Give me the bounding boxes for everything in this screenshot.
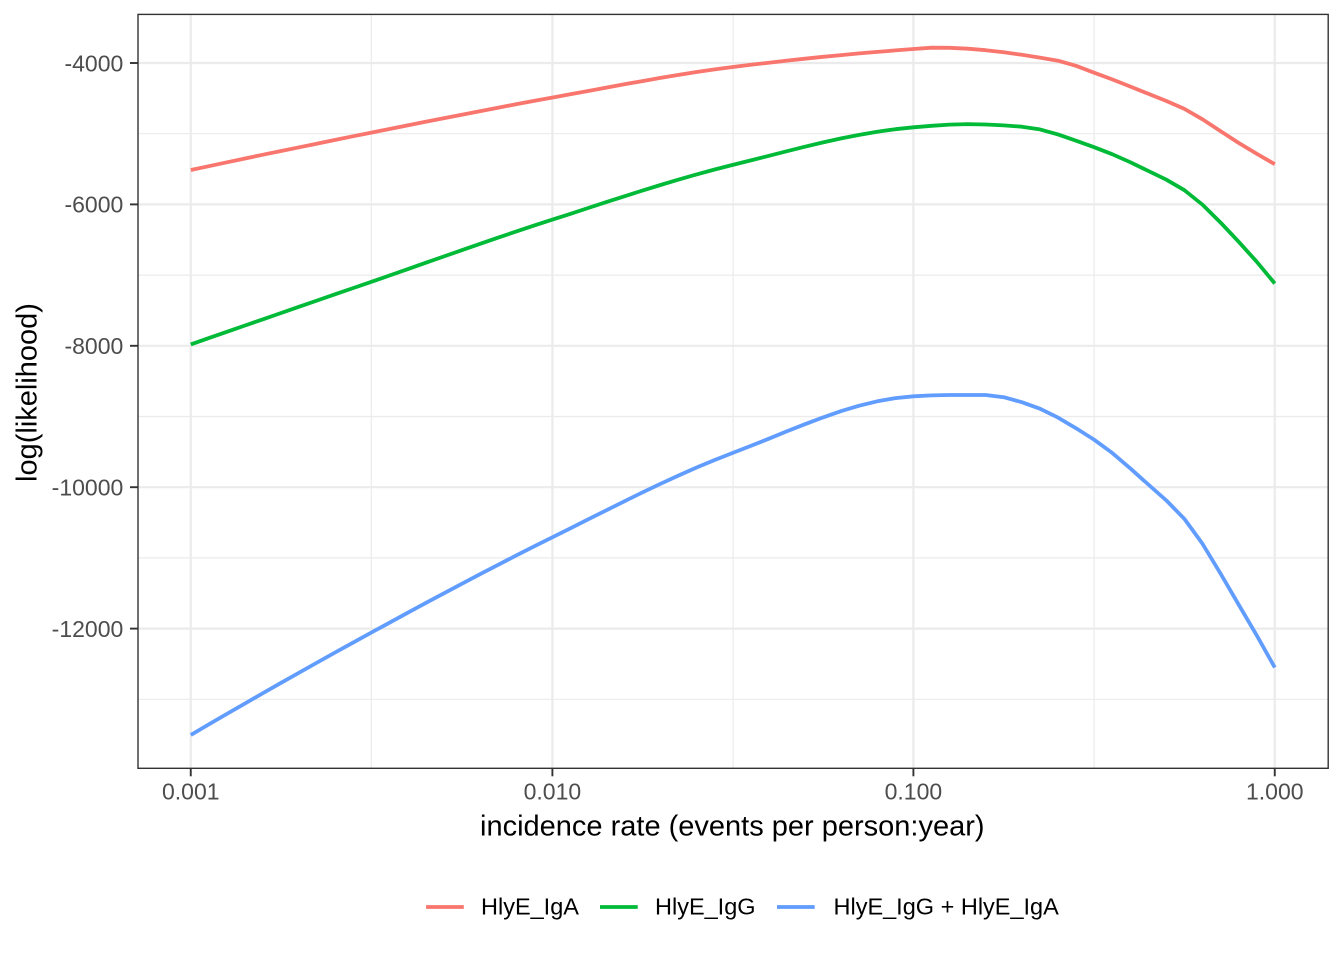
svg-text:-6000: -6000 (64, 192, 123, 218)
svg-text:-10000: -10000 (52, 475, 124, 501)
svg-text:-12000: -12000 (52, 616, 124, 642)
svg-text:HlyE_IgA: HlyE_IgA (481, 893, 579, 919)
svg-text:log(likelihood): log(likelihood) (12, 303, 44, 482)
svg-text:-4000: -4000 (64, 50, 123, 76)
svg-text:HlyE_IgG + HlyE_IgA: HlyE_IgG + HlyE_IgA (834, 893, 1060, 919)
svg-text:incidence rate (events per per: incidence rate (events per person:year) (480, 811, 985, 843)
svg-text:0.001: 0.001 (162, 779, 220, 805)
svg-text:HlyE_IgG: HlyE_IgG (655, 893, 756, 919)
svg-text:-8000: -8000 (64, 333, 123, 359)
svg-text:0.010: 0.010 (524, 779, 582, 805)
svg-text:0.100: 0.100 (885, 779, 943, 805)
svg-text:1.000: 1.000 (1246, 779, 1304, 805)
